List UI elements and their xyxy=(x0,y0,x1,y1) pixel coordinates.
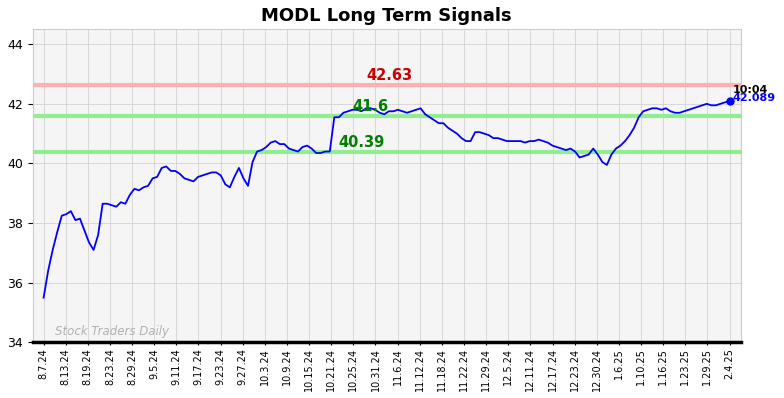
Text: Stock Traders Daily: Stock Traders Daily xyxy=(55,325,169,338)
Title: MODL Long Term Signals: MODL Long Term Signals xyxy=(261,7,512,25)
Point xyxy=(724,98,736,104)
Text: 10:04: 10:04 xyxy=(733,85,768,95)
Text: 42.63: 42.63 xyxy=(366,68,412,83)
Text: 41.6: 41.6 xyxy=(352,99,388,114)
Text: 42.089: 42.089 xyxy=(733,93,776,103)
Text: 40.39: 40.39 xyxy=(339,135,385,150)
